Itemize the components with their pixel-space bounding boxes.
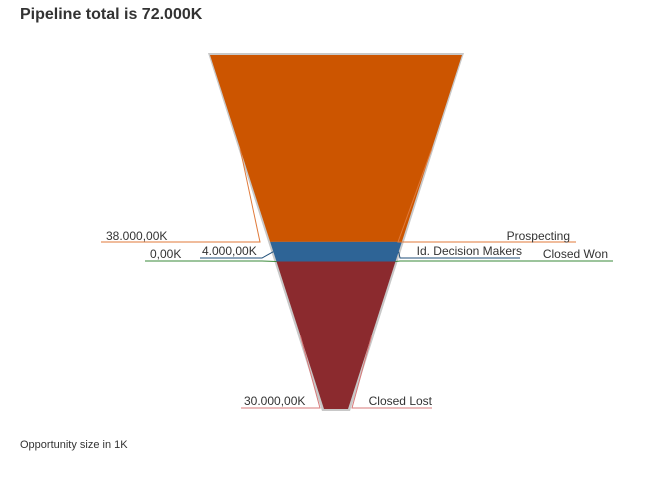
data-label: 38.000,00K xyxy=(106,229,167,243)
stage-label: Closed Won xyxy=(543,247,608,261)
data-label: 0,00K xyxy=(150,247,181,261)
leader-line xyxy=(101,148,260,242)
funnel-segment[interactable] xyxy=(277,262,396,410)
funnel-segment[interactable] xyxy=(270,242,402,262)
data-label: 4.000,00K xyxy=(202,244,257,258)
funnel-segment[interactable] xyxy=(210,55,462,242)
data-label: 30.000,00K xyxy=(244,394,305,408)
stage-label: Id. Decision Makers xyxy=(417,244,522,258)
leader-line xyxy=(145,261,277,262)
chart-footnote: Opportunity size in 1K xyxy=(20,439,128,451)
stage-label: Prospecting xyxy=(507,229,570,243)
stage-label: Closed Lost xyxy=(369,394,433,408)
leader-line xyxy=(396,261,614,262)
